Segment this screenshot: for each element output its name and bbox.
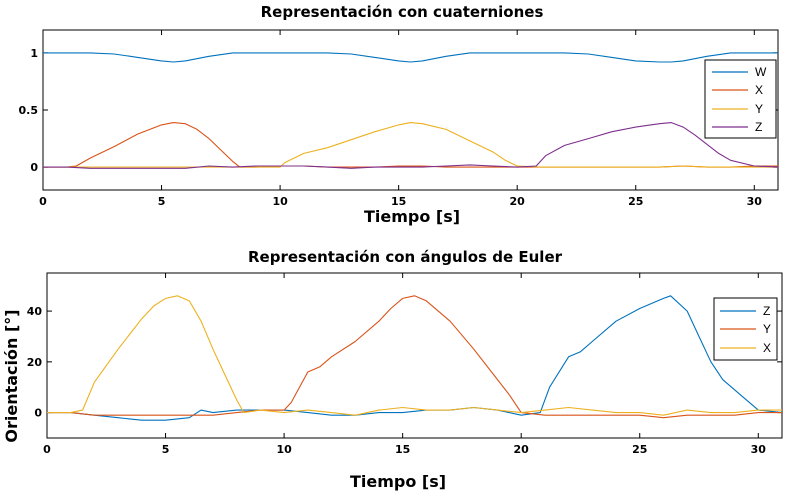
legend-label-z: Z [763, 304, 770, 318]
legend-label-y: Y [763, 322, 771, 336]
legend-label-x: X [755, 83, 763, 97]
legend-label-w: W [755, 65, 767, 79]
legend-quaternion: W X Y Z [704, 59, 777, 139]
y-tick-label: 0.5 [19, 104, 39, 117]
x-tick-label: 20 [514, 443, 530, 456]
y-tick-label: 0 [30, 161, 38, 174]
x-axis-label-quaternion: Tiempo [s] [364, 207, 460, 226]
chart-title-euler: Representación con ángulos de Euler [248, 248, 563, 266]
plot-area-quaternion [42, 29, 779, 191]
x-tick-label: 5 [162, 443, 170, 456]
x-tick-label: 0 [39, 195, 47, 208]
x-tick-label: 30 [751, 443, 767, 456]
series-line-w [43, 52, 778, 63]
x-tick-label: 10 [272, 195, 288, 208]
euler-panel: Representación con ángulos de Euler 0 5 10… [2, 248, 783, 491]
x-axis-label-euler: Tiempo [s] [350, 472, 446, 491]
y-tick-label: 20 [27, 356, 43, 369]
x-tick-label: 10 [276, 443, 292, 456]
series-line-x [47, 295, 782, 416]
x-tick-label: 20 [510, 195, 526, 208]
series-lines-quaternion [43, 52, 779, 169]
x-tick-label: 25 [628, 195, 643, 208]
x-tick-label: 30 [747, 195, 763, 208]
series-line-y [43, 122, 778, 168]
y-axis-label-euler: Orientación [°] [2, 309, 21, 442]
series-lines-euler [47, 295, 783, 421]
x-tick-label: 15 [395, 443, 410, 456]
series-line-y [47, 295, 782, 419]
y-tick-label: 0 [34, 407, 42, 420]
legend-label-y: Y [755, 102, 763, 116]
chart-title-quaternion: Representación con cuaterniones [261, 3, 544, 21]
axis-ticks-quaternion: 0 5 10 15 20 25 30 0 0.5 1 [19, 30, 778, 208]
quaternion-panel: Representación con cuaterniones 0 5 10 15 20… [19, 3, 779, 226]
y-tick-label: 1 [30, 47, 38, 60]
legend-euler: Z Y X [713, 297, 778, 361]
x-tick-label: 25 [632, 443, 647, 456]
legend-box-quaternion [704, 59, 777, 139]
series-line-z [43, 122, 779, 169]
x-tick-label: 15 [391, 195, 406, 208]
x-tick-label: 0 [43, 443, 51, 456]
y-tick-label: 40 [27, 305, 43, 318]
legend-label-z: Z [755, 120, 762, 134]
legend-label-x: X [763, 341, 771, 355]
x-tick-label: 5 [158, 195, 166, 208]
axis-ticks-euler: 0 5 10 15 20 25 30 0 20 40 [27, 273, 782, 456]
